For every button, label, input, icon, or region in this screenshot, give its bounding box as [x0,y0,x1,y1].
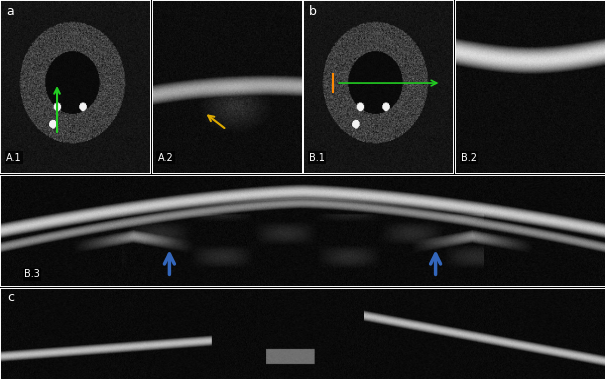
Text: A.2: A.2 [158,153,174,163]
Text: B.2: B.2 [461,153,477,163]
Text: c: c [7,291,15,304]
Text: B.1: B.1 [309,153,325,163]
Text: B.3: B.3 [24,269,40,279]
Text: b: b [309,5,317,18]
Text: a: a [6,5,14,18]
Text: A.1: A.1 [6,153,22,163]
